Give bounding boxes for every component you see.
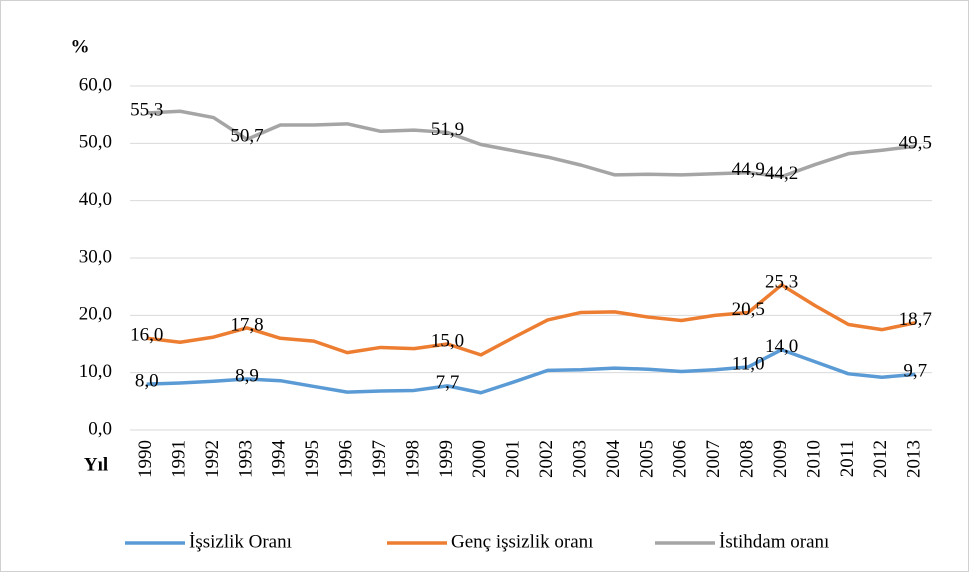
x-tick-label: 2005 [636,440,657,478]
x-tick-label: 2000 [469,440,490,478]
x-tick-label: 1990 [135,440,156,478]
data-label: 14,0 [765,336,798,357]
y-tick-label: 50,0 [79,132,112,153]
data-label: 25,3 [765,271,798,292]
data-label: 20,5 [732,299,765,320]
x-tick-label: 2010 [803,440,824,478]
x-tick-label: 1998 [402,440,423,478]
series-line [146,347,916,395]
series-line [146,283,916,357]
x-tick-label: 2003 [569,440,590,478]
y-tick-label: 10,0 [79,361,112,382]
x-tick-label: 2009 [770,440,791,478]
y-tick-label: 30,0 [79,246,112,267]
x-tick-label: 2007 [703,440,724,478]
y-tick-label: 0,0 [88,418,112,439]
data-label: 9,7 [903,361,927,382]
x-tick-label: 1995 [302,440,323,478]
x-tick-label: 1993 [235,440,256,478]
x-tick-label: 2001 [503,440,524,478]
x-axis-label: Yıl [84,454,108,475]
data-label: 8,0 [135,370,159,391]
x-tick-label: 2004 [603,440,624,479]
x-tick-label: 2008 [737,440,758,478]
legend-label: İstihdam oranı [719,531,829,552]
x-tick-label: 2013 [904,440,925,478]
x-tick-label: 2002 [536,440,557,478]
x-tick-label: 1994 [269,440,290,479]
data-label: 50,7 [230,126,263,147]
x-tick-label: 1991 [168,440,189,478]
data-label: 16,0 [130,325,163,346]
data-label: 49,5 [899,133,932,154]
data-label: 17,8 [230,314,263,335]
data-label: 44,9 [732,159,765,180]
x-tick-label: 1992 [202,440,223,478]
y-tick-label: 40,0 [79,189,112,210]
x-tick-label: 1996 [336,440,357,478]
x-tick-label: 2012 [870,440,891,478]
data-label: 15,0 [431,330,464,351]
x-tick-label: 2006 [670,440,691,478]
data-label: 51,9 [431,119,464,140]
legend-label: Genç işsizlik oranı [451,531,593,552]
data-label: 8,9 [235,365,259,386]
y-tick-label: 20,0 [79,304,112,325]
x-tick-label: 1997 [369,440,390,478]
y-tick-label: 60,0 [79,74,112,95]
x-tick-label: 1999 [436,440,457,478]
x-tick-label: 2011 [837,440,858,477]
data-label: 55,3 [130,99,163,120]
data-label: 44,2 [765,163,798,184]
data-label: 7,7 [436,372,460,393]
series-line [146,109,916,179]
data-label: 11,0 [732,353,765,374]
data-label: 18,7 [899,309,932,330]
legend-label: İşsizlik Oranı [189,531,292,552]
y-axis-label: % [71,36,90,57]
